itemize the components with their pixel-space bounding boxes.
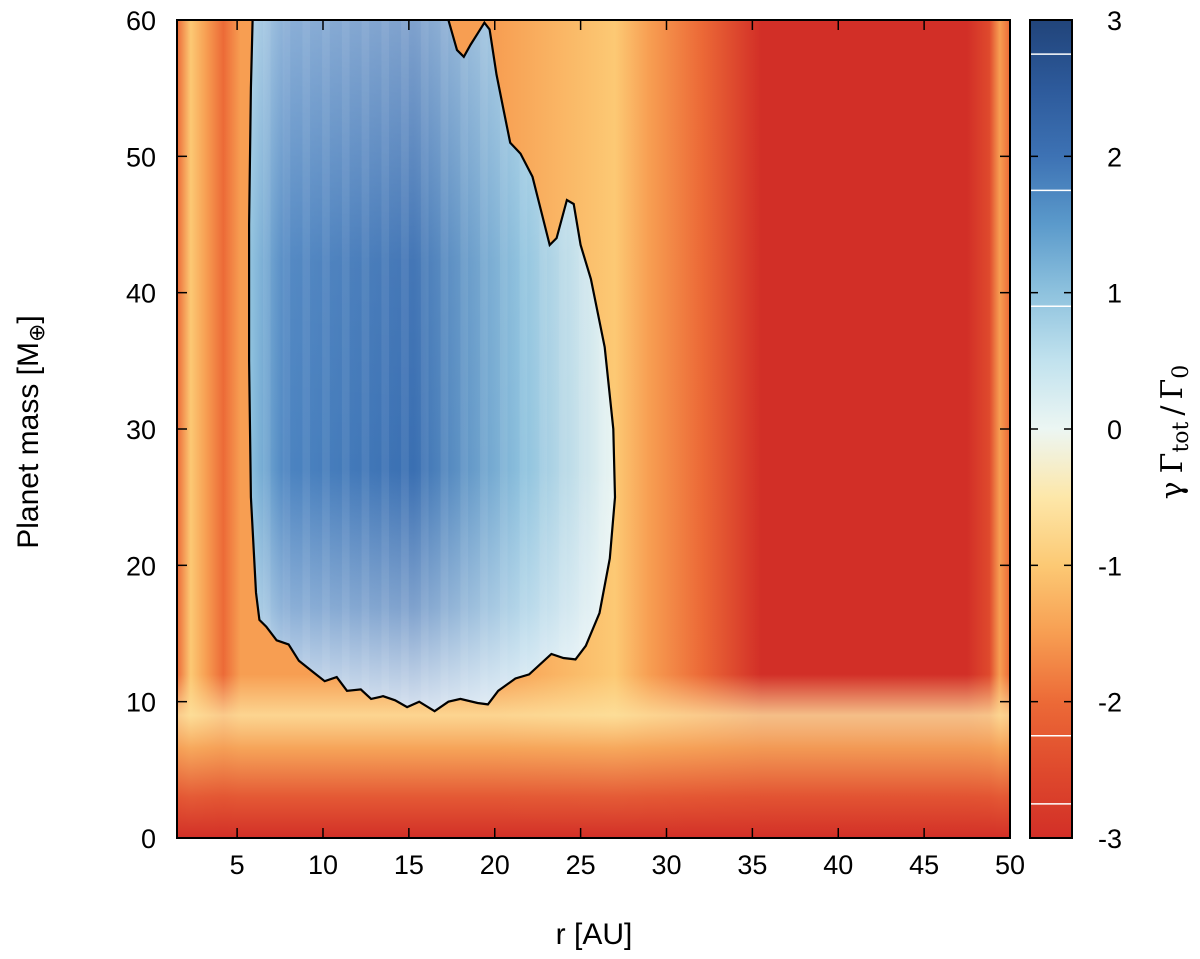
torque-stripe xyxy=(519,20,528,712)
y-tick-label: 30 xyxy=(126,415,156,445)
torque-stripes xyxy=(262,20,607,712)
y-tick-label: 40 xyxy=(126,279,156,309)
torque-stripe xyxy=(401,20,409,712)
x-tick-label: 45 xyxy=(909,850,939,880)
x-tick-label: 50 xyxy=(995,850,1025,880)
y-tick-label: 10 xyxy=(126,688,156,718)
torque-stripe xyxy=(598,20,607,712)
colorbar-contour-lines xyxy=(1031,53,1071,805)
y-axis-ticks: 0 10 20 30 40 50 60 xyxy=(126,6,1010,854)
x-tick-label: 20 xyxy=(480,850,510,880)
torque-stripe xyxy=(322,20,330,712)
y-tick-label: 60 xyxy=(126,6,156,36)
x-axis-label: r [AU] xyxy=(556,918,633,951)
colorbar-tick-label: 2 xyxy=(1107,142,1122,172)
positive-torque-shade xyxy=(249,20,615,712)
torque-stripe xyxy=(282,20,291,712)
colorbar-tick-label: 1 xyxy=(1107,279,1122,309)
torque-stripe xyxy=(440,20,449,712)
x-tick-label: 30 xyxy=(651,850,681,880)
y-tick-label: 0 xyxy=(141,824,156,854)
colorbar-tick-label: 0 xyxy=(1107,415,1122,445)
torque-stripe xyxy=(499,20,508,712)
torque-stripe xyxy=(539,20,548,712)
x-tick-label: 35 xyxy=(737,850,767,880)
colorbar-label: γΓtot/Γ0 xyxy=(1155,365,1194,500)
colorbar-tick-label: -1 xyxy=(1098,551,1122,581)
colorbar-tick-label: -3 xyxy=(1098,824,1122,854)
y-tick-label: 20 xyxy=(126,551,156,581)
zero-torque-contour xyxy=(248,20,617,713)
x-tick-label: 15 xyxy=(394,850,424,880)
torque-stripe xyxy=(559,20,567,712)
x-tick-label: 40 xyxy=(823,850,853,880)
y-axis-label: Planet mass [M⊕] xyxy=(12,315,49,549)
torque-stripe xyxy=(420,20,429,712)
torque-stripe xyxy=(381,20,390,712)
x-tick-label: 5 xyxy=(230,850,245,880)
torque-stripe xyxy=(302,20,311,712)
x-axis-ticks: 5 10 15 20 25 30 35 40 45 50 xyxy=(230,20,1025,880)
torque-stripe xyxy=(262,20,271,712)
torque-stripe xyxy=(460,20,469,712)
heatmap xyxy=(177,20,1010,838)
colorbar-ticks: 3 2 1 0 -1 -2 -3 xyxy=(1030,6,1122,854)
torque-stripe xyxy=(578,20,587,712)
torque-stripe xyxy=(341,20,350,712)
torque-stripe xyxy=(480,20,488,712)
torque-stripe xyxy=(361,20,370,712)
colorbar-tick-label: 3 xyxy=(1107,6,1122,36)
x-tick-label: 25 xyxy=(566,850,596,880)
x-tick-label: 10 xyxy=(308,850,338,880)
colorbar-tick-label: -2 xyxy=(1098,688,1122,718)
y-tick-label: 50 xyxy=(126,142,156,172)
